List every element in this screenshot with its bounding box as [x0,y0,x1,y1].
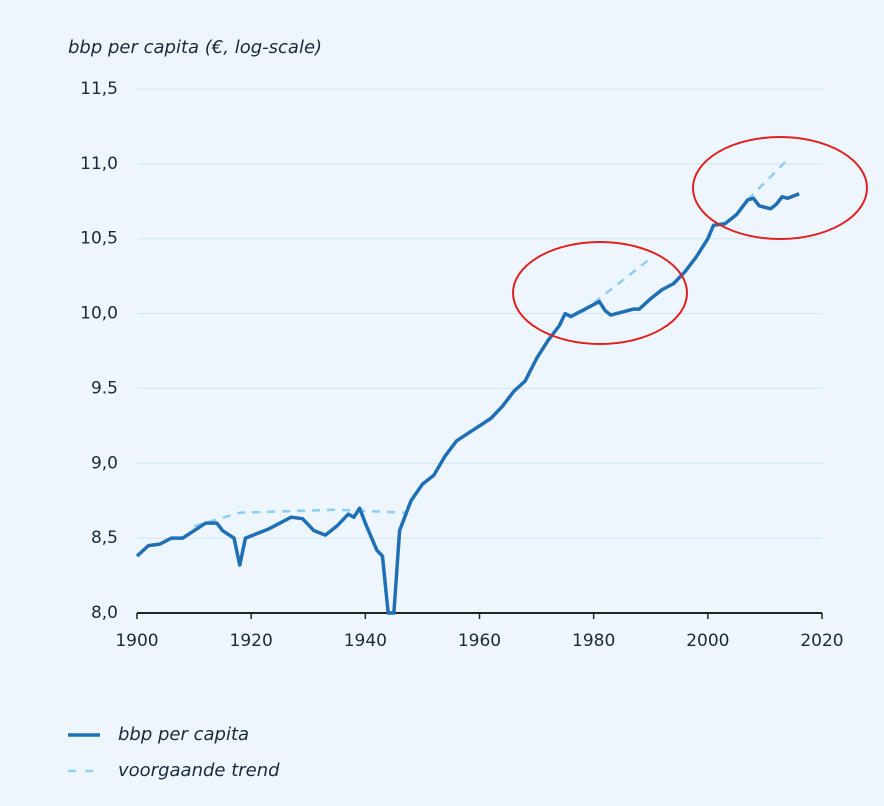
axis-title: bbp per capita (€, log-scale) [68,37,322,58]
x-tick-label: 2000 [686,631,729,651]
highlight-ellipse [692,136,868,240]
y-tick-label: 9,0 [91,453,118,473]
y-tick-label: 11,5 [80,79,118,99]
plot: 8,0 8,5 9,0 9.5 10,0 10,5 11,0 11,5 1900 1920 1940… [80,79,843,651]
y-tick-label: 10,0 [80,304,118,324]
series-line [135,192,800,615]
x-tick-label: 1940 [344,631,387,651]
highlight-ellipse [512,241,688,345]
y-tick-label: 8,5 [91,528,118,548]
y-tick-label: 8,0 [91,603,118,623]
series-line [193,158,789,528]
y-tick-label: 10,5 [80,229,118,249]
legend-label: voorgaande trend [118,760,280,781]
y-tick-label: 11,0 [80,154,118,174]
legend-label: bbp per capita [118,724,249,745]
x-tick-label: 1980 [572,631,615,651]
x-tick-label: 1920 [230,631,273,651]
x-tick-label: 1960 [458,631,501,651]
x-tick-label: 2020 [800,631,843,651]
x-tick-label: 1900 [115,631,158,651]
y-tick-label: 9.5 [91,378,118,398]
